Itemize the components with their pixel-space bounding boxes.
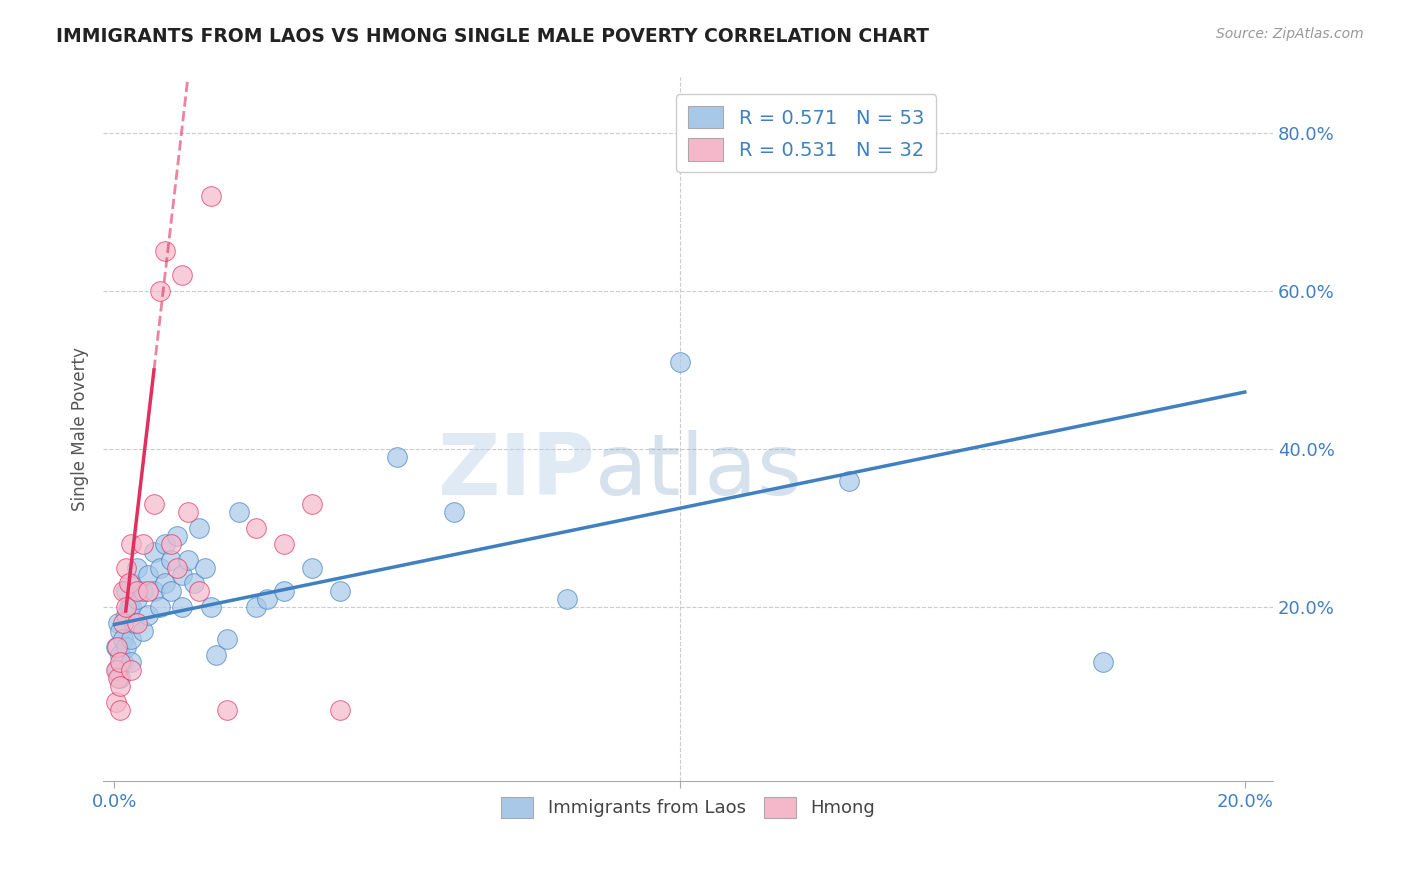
Point bbox=[107, 615, 129, 630]
Point bbox=[143, 584, 166, 599]
Point bbox=[555, 592, 578, 607]
Point bbox=[120, 537, 142, 551]
Point bbox=[108, 648, 131, 662]
Text: IMMIGRANTS FROM LAOS VS HMONG SINGLE MALE POVERTY CORRELATION CHART: IMMIGRANTS FROM LAOS VS HMONG SINGLE MAL… bbox=[56, 27, 929, 45]
Point bbox=[149, 560, 172, 574]
Point bbox=[111, 615, 134, 630]
Point bbox=[217, 703, 239, 717]
Point bbox=[172, 568, 194, 582]
Point bbox=[131, 624, 153, 638]
Point bbox=[108, 703, 131, 717]
Point bbox=[122, 615, 145, 630]
Point bbox=[105, 695, 128, 709]
Point bbox=[329, 703, 352, 717]
Point bbox=[107, 671, 129, 685]
Point bbox=[177, 552, 200, 566]
Point bbox=[105, 640, 128, 654]
Legend: Immigrants from Laos, Hmong: Immigrants from Laos, Hmong bbox=[494, 789, 883, 825]
Point bbox=[120, 663, 142, 677]
Point bbox=[155, 537, 177, 551]
Point bbox=[125, 584, 148, 599]
Point bbox=[188, 521, 211, 535]
Point bbox=[117, 576, 139, 591]
Point bbox=[108, 656, 131, 670]
Point bbox=[301, 560, 323, 574]
Point bbox=[166, 529, 188, 543]
Point bbox=[668, 355, 690, 369]
Point bbox=[172, 600, 194, 615]
Point bbox=[245, 600, 267, 615]
Point bbox=[131, 584, 153, 599]
Point bbox=[385, 450, 408, 464]
Point bbox=[120, 600, 142, 615]
Point bbox=[143, 497, 166, 511]
Point bbox=[273, 537, 295, 551]
Point bbox=[160, 584, 183, 599]
Point bbox=[108, 671, 131, 685]
Point bbox=[200, 600, 222, 615]
Text: atlas: atlas bbox=[595, 430, 803, 513]
Point bbox=[108, 624, 131, 638]
Point bbox=[120, 576, 142, 591]
Point bbox=[1092, 656, 1115, 670]
Point bbox=[138, 584, 160, 599]
Point bbox=[205, 648, 228, 662]
Point bbox=[188, 584, 211, 599]
Point bbox=[114, 640, 136, 654]
Point bbox=[245, 521, 267, 535]
Point bbox=[228, 505, 250, 519]
Point bbox=[194, 560, 217, 574]
Point bbox=[143, 545, 166, 559]
Point bbox=[114, 584, 136, 599]
Point bbox=[104, 663, 127, 677]
Point bbox=[149, 600, 172, 615]
Point bbox=[443, 505, 465, 519]
Point bbox=[114, 607, 136, 622]
Point bbox=[838, 474, 860, 488]
Point bbox=[155, 576, 177, 591]
Point bbox=[160, 552, 183, 566]
Point bbox=[177, 505, 200, 519]
Point bbox=[172, 268, 194, 282]
Point bbox=[108, 679, 131, 693]
Point bbox=[105, 640, 128, 654]
Point bbox=[301, 497, 323, 511]
Point bbox=[117, 600, 139, 615]
Point bbox=[120, 632, 142, 646]
Point bbox=[329, 584, 352, 599]
Point bbox=[131, 537, 153, 551]
Text: Source: ZipAtlas.com: Source: ZipAtlas.com bbox=[1216, 27, 1364, 41]
Point bbox=[125, 592, 148, 607]
Point bbox=[183, 576, 205, 591]
Point bbox=[114, 560, 136, 574]
Point bbox=[125, 560, 148, 574]
Text: ZIP: ZIP bbox=[437, 430, 595, 513]
Point bbox=[111, 584, 134, 599]
Point bbox=[138, 568, 160, 582]
Point bbox=[200, 189, 222, 203]
Point bbox=[138, 607, 160, 622]
Point bbox=[114, 600, 136, 615]
Point bbox=[111, 656, 134, 670]
Point bbox=[120, 656, 142, 670]
Point bbox=[160, 537, 183, 551]
Point bbox=[105, 663, 128, 677]
Point bbox=[149, 284, 172, 298]
Y-axis label: Single Male Poverty: Single Male Poverty bbox=[72, 347, 89, 511]
Point bbox=[217, 632, 239, 646]
Point bbox=[155, 244, 177, 259]
Point bbox=[256, 592, 278, 607]
Point bbox=[273, 584, 295, 599]
Point bbox=[111, 632, 134, 646]
Point bbox=[125, 615, 148, 630]
Point bbox=[166, 560, 188, 574]
